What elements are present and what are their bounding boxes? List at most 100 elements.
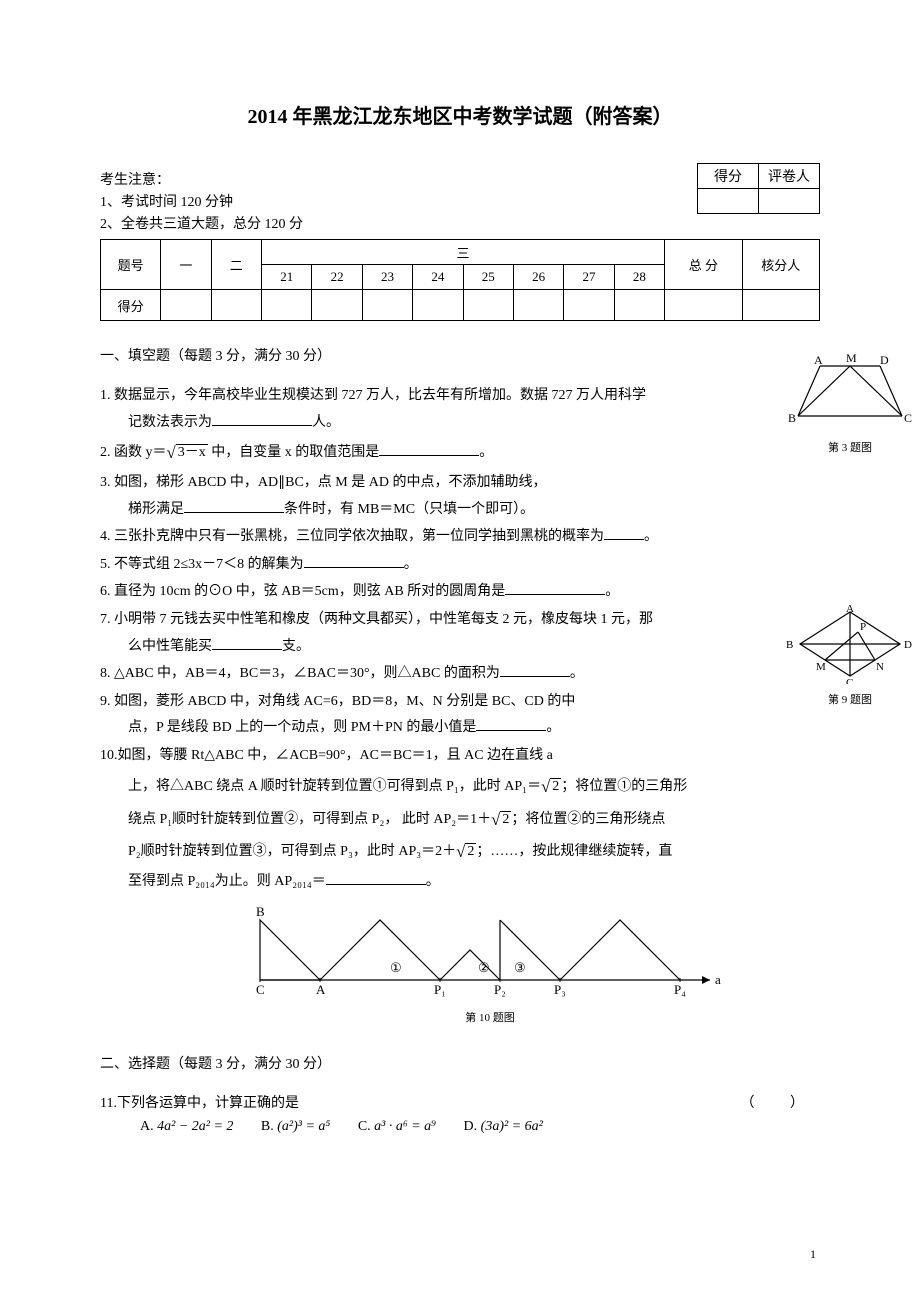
problem-10-line3: 绕点 P₁顺时针旋转到位置②，可得到点 P₂， 此时 AP₂＝1＋√2；将位置②… bbox=[100, 804, 820, 836]
score-cell-2 bbox=[759, 189, 820, 214]
sub-28: 28 bbox=[614, 265, 664, 290]
sqrt-icon: √2 bbox=[491, 804, 511, 836]
problem-5: 5. 不等式组 2≤3x－7＜8 的解集为 。 bbox=[100, 552, 820, 579]
main-score-table: 题号 一 二 三 总 分 核分人 21 22 23 24 25 26 27 28… bbox=[100, 239, 820, 321]
sub-24: 24 bbox=[413, 265, 463, 290]
lbl-circ1: ① bbox=[390, 960, 402, 975]
score-header-2: 评卷人 bbox=[759, 164, 820, 189]
problem-9: 9. 如图，菱形 ABCD 中，对角线 AC=6，BD＝8，M、N 分别是 BC… bbox=[100, 689, 820, 742]
problem-3: 3. 如图，梯形 ABCD 中，AD∥BC，点 M 是 AD 的中点，不添加辅助… bbox=[100, 470, 820, 523]
sub-26: 26 bbox=[513, 265, 563, 290]
opt-D: D. (3a)² = 6a² bbox=[464, 1119, 543, 1135]
p2b: 中，自变量 x 的取值范围是 bbox=[208, 445, 380, 460]
lbl-M: M bbox=[846, 352, 857, 365]
problem-10-line2: 上，将△ABC 绕点 A 顺时针旋转到位置①可得到点 P₁，此时 AP₁＝√2；… bbox=[100, 771, 820, 803]
exam-page: 2014 年黑龙江龙东地区中考数学试题（附答案） 考生注意： 得分 评卷人 1、… bbox=[0, 0, 920, 1302]
p7c: 支。 bbox=[282, 639, 310, 654]
p1c: 人。 bbox=[312, 415, 340, 430]
score-cell-1 bbox=[698, 189, 759, 214]
rotation-svg: B C A P₁ P₂ P₃ P₄ a ① ② ③ bbox=[250, 902, 730, 1002]
blank bbox=[500, 662, 570, 677]
hdr-tiHao: 题号 bbox=[101, 240, 161, 290]
cell bbox=[161, 290, 211, 321]
figure-10: B C A P₁ P₂ P₃ P₄ a ① ② ③ 第 10 题图 bbox=[160, 902, 820, 1025]
p3c: 条件时，有 MB＝MC（只填一个即可）。 bbox=[284, 502, 534, 517]
notice-row: 考生注意： 得分 评卷人 bbox=[100, 169, 820, 189]
problem-4: 4. 三张扑克牌中只有一张黑桃，三位同学依次抽取，第一位同学抽到黑桃的概率为 。 bbox=[100, 524, 820, 551]
hdr-col2: 二 bbox=[211, 240, 261, 290]
p8b: 。 bbox=[570, 666, 584, 681]
sub-27: 27 bbox=[564, 265, 614, 290]
p3a: 3. 如图，梯形 ABCD 中，AD∥BC，点 M 是 AD 的中点，不添加辅助… bbox=[100, 475, 546, 490]
p3b: 梯形满足 bbox=[100, 502, 184, 517]
notice-header: 考生注意： bbox=[100, 173, 170, 188]
sub-21: 21 bbox=[262, 265, 312, 290]
blank bbox=[604, 525, 644, 540]
p4a: 4. 三张扑克牌中只有一张黑桃，三位同学依次抽取，第一位同学抽到黑桃的概率为 bbox=[100, 529, 604, 544]
section-1-header: 一、填空题（每题 3 分，满分 30 分） bbox=[100, 345, 820, 365]
blank bbox=[212, 635, 282, 650]
p10d: 绕点 P₁顺时针旋转到位置②，可得到点 P₂， 此时 AP₂＝1＋ bbox=[128, 812, 491, 827]
problem-2: 2. 函数 y＝√3－x 中，自变量 x 的取值范围是。 bbox=[100, 437, 820, 469]
cell bbox=[463, 290, 513, 321]
cell bbox=[211, 290, 261, 321]
cell bbox=[742, 290, 819, 321]
p10a: 10.如图，等腰 Rt△ABC 中，∠ACB=90°，AC＝BC＝1，且 AC … bbox=[100, 748, 553, 763]
cell bbox=[564, 290, 614, 321]
lbl-B: B bbox=[256, 904, 265, 919]
lbl-D: D bbox=[904, 639, 912, 651]
blank bbox=[505, 580, 605, 595]
p2a: 2. 函数 y＝ bbox=[100, 445, 167, 460]
lbl-B: B bbox=[786, 639, 793, 651]
page-number: 1 bbox=[810, 1247, 816, 1262]
problem-10-line4: P₂顺时针旋转到位置③，可得到点 P₃，此时 AP₃＝2＋√2；……，按此规律继… bbox=[100, 836, 820, 868]
lbl-P1: P₁ bbox=[434, 982, 446, 997]
cell bbox=[262, 290, 312, 321]
problem-10: 10.如图，等腰 Rt△ABC 中，∠ACB=90°，AC＝BC＝1，且 AC … bbox=[100, 743, 820, 770]
hdr-col1: 一 bbox=[161, 240, 211, 290]
problem-11-options: A. 4a² − 2a² = 2 B. (a²)³ = a⁵ C. a³ · a… bbox=[100, 1119, 820, 1135]
p1a: 1. 数据显示，今年高校毕业生规模达到 727 万人，比去年有所增加。数据 72… bbox=[100, 388, 646, 403]
p10g: ；……，按此规律继续旋转，直 bbox=[476, 844, 672, 859]
p9b: 点，P 是线段 BD 上的一个动点，则 PM＋PN 的最小值是 bbox=[100, 720, 476, 735]
cell bbox=[665, 290, 742, 321]
p10i: 。 bbox=[426, 874, 440, 889]
p4b: 。 bbox=[644, 529, 658, 544]
p10b: 上，将△ABC 绕点 A 顺时针旋转到位置①可得到点 P₁，此时 AP₁＝ bbox=[128, 779, 541, 794]
p10f: P₂顺时针旋转到位置③，可得到点 P₃，此时 AP₃＝2＋ bbox=[128, 844, 456, 859]
p9a: 9. 如图，菱形 ABCD 中，对角线 AC=6，BD＝8，M、N 分别是 BC… bbox=[100, 694, 575, 709]
lbl-C: C bbox=[256, 982, 265, 997]
hdr-checker: 核分人 bbox=[742, 240, 819, 290]
cell bbox=[413, 290, 463, 321]
p7b: 么中性笔能买 bbox=[100, 639, 212, 654]
lbl-P3: P₃ bbox=[554, 982, 566, 997]
p10e: ；将位置②的三角形绕点 bbox=[511, 812, 665, 827]
p10h: 至得到点 P₂₀₁₄为止。则 AP₂₀₁₄＝ bbox=[128, 874, 326, 889]
blank bbox=[476, 716, 546, 731]
p7a: 7. 小明带 7 元钱去买中性笔和橡皮（两种文具都买），中性笔每支 2 元，橡皮… bbox=[100, 612, 653, 627]
section-2-header: 二、选择题（每题 3 分，满分 30 分） bbox=[100, 1053, 820, 1073]
p5b: 。 bbox=[404, 557, 418, 572]
lbl-D: D bbox=[880, 353, 889, 367]
score-header-1: 得分 bbox=[698, 164, 759, 189]
p9c: 。 bbox=[546, 720, 560, 735]
sqrt-icon: √2 bbox=[541, 771, 561, 803]
p6a: 6. 直径为 10cm 的⊙O 中，弦 AB＝5cm，则弦 AB 所对的圆周角是 bbox=[100, 584, 505, 599]
problem-6: 6. 直径为 10cm 的⊙O 中，弦 AB＝5cm，则弦 AB 所对的圆周角是… bbox=[100, 579, 820, 606]
fig10-caption: 第 10 题图 bbox=[160, 1009, 820, 1025]
score-box: 得分 评卷人 bbox=[697, 163, 820, 214]
p5a: 5. 不等式组 2≤3x－7＜8 的解集为 bbox=[100, 557, 304, 572]
p8a: 8. △ABC 中，AB＝4，BC＝3，∠BAC＝30°，则△ABC 的面积为 bbox=[100, 666, 500, 681]
lbl-P4: P₄ bbox=[674, 982, 686, 997]
p1b: 记数法表示为 bbox=[100, 415, 212, 430]
cell bbox=[513, 290, 563, 321]
hdr-total: 总 分 bbox=[665, 240, 742, 290]
opt-C: C. a³ · a⁶ = a⁹ bbox=[358, 1119, 436, 1135]
sqrt-icon: √3－x bbox=[167, 437, 208, 469]
blank bbox=[326, 870, 426, 885]
lbl-circ2: ② bbox=[478, 960, 490, 975]
paren: （ ） bbox=[741, 1091, 821, 1118]
opt-B: B. (a²)³ = a⁵ bbox=[261, 1119, 330, 1135]
opt-A: A. 4a² − 2a² = 2 bbox=[140, 1119, 233, 1135]
problem-7: 7. 小明带 7 元钱去买中性笔和橡皮（两种文具都买），中性笔每支 2 元，橡皮… bbox=[100, 607, 820, 660]
